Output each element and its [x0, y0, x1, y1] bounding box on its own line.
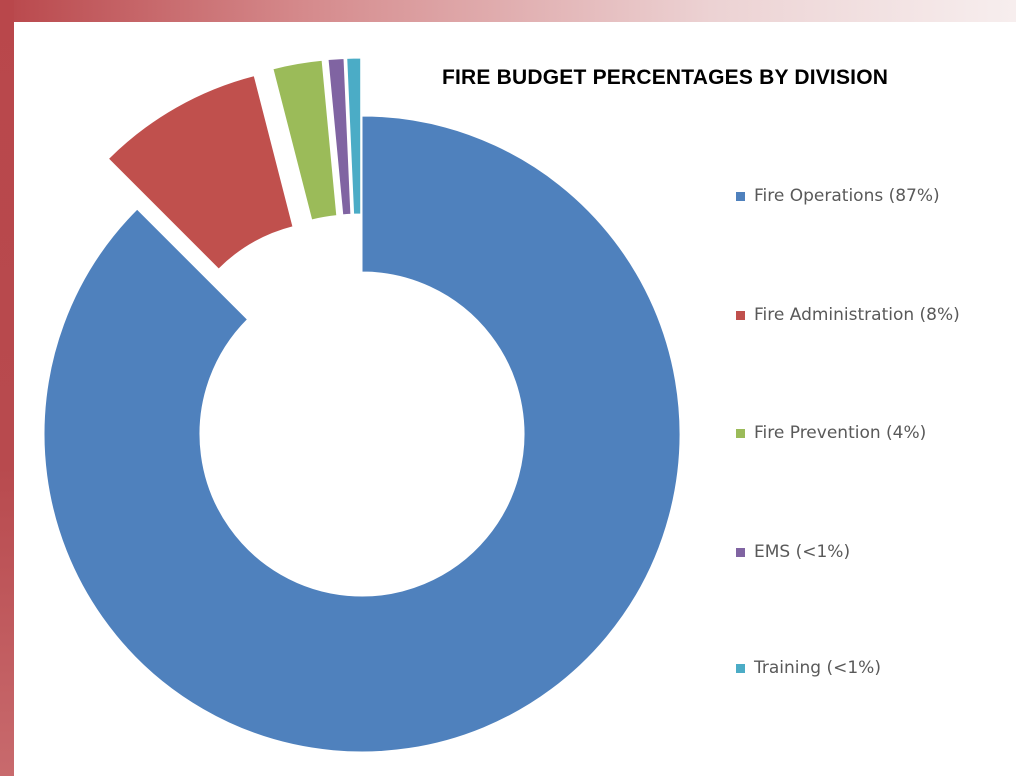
legend-label: Fire Prevention (4%)	[754, 423, 927, 443]
legend-swatch	[736, 191, 745, 201]
legend-swatch	[736, 310, 745, 320]
legend-label: Fire Operations (87%)	[754, 186, 940, 206]
chart-title: FIRE BUDGET PERCENTAGES BY DIVISION	[442, 66, 889, 89]
legend-item-training: Training (<1%)	[736, 656, 881, 680]
slide-top-border	[0, 0, 1016, 22]
legend-item-fire-operations: Fire Operations (87%)	[736, 184, 940, 208]
legend-swatch	[736, 663, 745, 673]
legend-swatch	[736, 547, 745, 557]
slice-fire-administration	[107, 75, 294, 270]
slice-fire-prevention	[272, 59, 338, 221]
legend-label: Fire Administration (8%)	[754, 305, 960, 325]
slice-ems	[327, 57, 352, 216]
legend-label: Training (<1%)	[754, 658, 881, 678]
slice-fire-operations	[43, 115, 681, 753]
legend-item-ems: EMS (<1%)	[736, 540, 850, 564]
slice-training	[346, 57, 362, 215]
legend-swatch	[736, 428, 745, 438]
legend-label: EMS (<1%)	[754, 542, 851, 562]
slide-left-border	[0, 0, 14, 776]
legend-item-fire-prevention: Fire Prevention (4%)	[736, 421, 926, 445]
legend-item-fire-administration: Fire Administration (8%)	[736, 303, 960, 327]
chart-legend: Fire Operations (87%) Fire Administration…	[736, 0, 1016, 776]
